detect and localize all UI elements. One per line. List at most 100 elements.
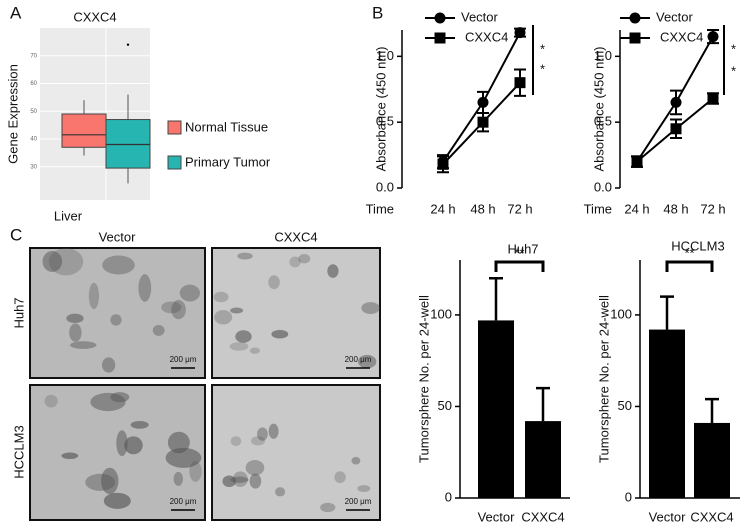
legend-marker [434, 12, 446, 24]
bar [649, 329, 685, 498]
marker [514, 77, 526, 89]
panel-label: B [372, 3, 383, 22]
y-axis-label: Absorbance (450 nm) [591, 46, 606, 171]
y-tick-label: 0.5 [376, 114, 394, 129]
texture [101, 357, 116, 373]
texture [232, 471, 248, 487]
micrograph [211, 384, 381, 521]
box [61, 113, 107, 148]
y-tick-label: 50 [30, 109, 37, 115]
panel-label: C [10, 225, 22, 244]
error-bar [660, 295, 674, 330]
scale-label: 200 μm [345, 355, 372, 364]
texture [70, 341, 97, 349]
texture [351, 456, 361, 465]
texture [289, 256, 301, 268]
texture [189, 460, 202, 482]
texture [179, 284, 201, 302]
legend-swatch [167, 120, 182, 135]
marker [477, 116, 489, 128]
texture [249, 347, 260, 354]
marker [670, 123, 682, 135]
texture [171, 300, 186, 320]
texture [110, 314, 122, 326]
column-label: CXXC4 [274, 229, 317, 244]
texture [245, 459, 265, 476]
legend-marker [434, 32, 446, 44]
texture [334, 471, 346, 484]
x-tick-label: 72 h [507, 201, 532, 216]
marker [670, 96, 682, 108]
legend-label: Vector [461, 9, 499, 24]
texture [88, 282, 100, 310]
legend-label: Primary Tumor [185, 154, 271, 169]
texture [327, 264, 339, 278]
error-bar [705, 397, 719, 423]
texture [165, 447, 202, 468]
texture [102, 255, 135, 275]
significance-bracket [665, 260, 714, 272]
texture [124, 436, 143, 455]
x-tick-label: Liver [54, 208, 83, 223]
column-label: Vector [99, 229, 137, 244]
legend-marker [629, 12, 641, 24]
texture [152, 324, 165, 336]
legend-label: CXXC4 [465, 29, 508, 44]
box [105, 119, 151, 169]
y-tick-label: 0.0 [376, 179, 394, 194]
micrograph [29, 247, 206, 379]
texture [298, 253, 311, 264]
legend-label: Normal Tissue [185, 119, 268, 134]
texture [101, 467, 119, 495]
texture [230, 436, 242, 447]
y-tick-label: 50 [438, 398, 452, 413]
y-tick-label: 0.5 [594, 114, 612, 129]
annotation: * [731, 63, 736, 78]
texture [222, 475, 236, 488]
texture [85, 473, 116, 491]
bar [694, 422, 730, 498]
annotation: ** [514, 245, 524, 260]
texture [229, 342, 249, 351]
scale-label: 200 μm [345, 497, 372, 506]
texture [357, 485, 371, 492]
texture [257, 427, 268, 441]
texture [213, 291, 229, 303]
y-axis-label: Tumorsphere No. per 24-well [416, 295, 431, 463]
micrographs: 200 μm 200 μm 200 μm 200 μm [29, 247, 381, 521]
marker [514, 27, 526, 39]
marker [631, 156, 643, 168]
scale-label: 200 μm [170, 497, 197, 506]
y-tick-label: 30 [30, 164, 37, 170]
bar [478, 320, 514, 498]
texture [130, 421, 149, 429]
y-tick-label: 1.0 [594, 48, 612, 63]
legend-label: Vector [656, 9, 694, 24]
outlier [126, 43, 130, 46]
annotation: * [540, 61, 545, 76]
x-axis-label: Time [366, 201, 394, 216]
significance-bracket [494, 260, 545, 272]
y-tick-label: 100 [610, 306, 632, 321]
marker [437, 158, 449, 170]
texture [230, 307, 244, 314]
texture [230, 476, 249, 483]
texture [167, 431, 190, 454]
marker [707, 31, 719, 43]
row-label: HCCLM3 [11, 425, 26, 478]
legend-marker [629, 32, 641, 44]
panel-label: A [10, 3, 22, 22]
annotation: * [731, 41, 736, 56]
annotation: ** [684, 245, 694, 260]
texture [61, 452, 79, 460]
texture [271, 329, 289, 339]
texture [161, 301, 182, 314]
x-tick-label: 48 h [663, 201, 688, 216]
texture [173, 471, 184, 486]
y-tick-label: 0 [445, 489, 452, 504]
y-tick-label: 0.0 [594, 179, 612, 194]
texture [235, 330, 252, 343]
texture [275, 487, 286, 497]
marker [477, 96, 489, 108]
texture [42, 250, 63, 272]
